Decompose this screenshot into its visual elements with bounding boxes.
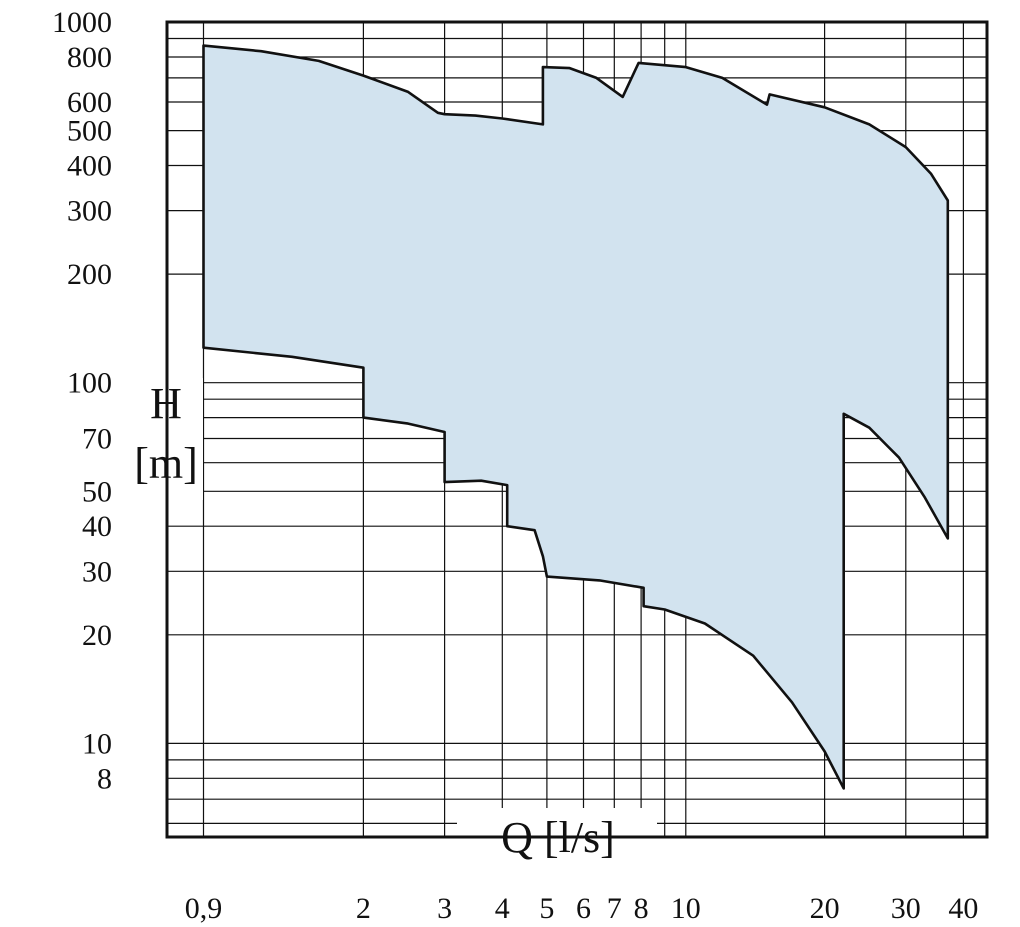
y-tick-label: 10 [82,727,112,760]
y-tick-label: 8 [97,762,112,795]
x-tick-label: 7 [607,892,622,925]
y-tick-label: 50 [82,475,112,508]
y-tick-label: 40 [82,510,112,543]
y-tick-label: 600 [67,86,112,119]
operating-envelope-area [202,44,950,790]
y-tick-label: 20 [82,619,112,652]
plot-frame [165,20,989,839]
y-axis-title-symbol: H [150,379,182,428]
x-tick-label: 8 [634,892,649,925]
x-tick-label: 10 [671,892,701,925]
y-tick-label: 30 [82,555,112,588]
y-tick-label: 400 [67,150,112,183]
x-tick-label: 5 [539,892,554,925]
y-tick-label: 70 [82,423,112,456]
x-tick-label: 4 [495,892,510,925]
y-tick-label: 200 [67,258,112,291]
x-tick-label: 6 [576,892,591,925]
y-tick-label: 100 [67,367,112,400]
x-tick-label: 30 [891,892,921,925]
y-axis-title-unit: [m] [134,439,198,488]
x-tick-labels: 0,9 2 3 4 5 6 7 8 10 20 30 40 [185,892,979,925]
x-axis-title: Q [l/s] [501,813,615,862]
y-tick-label: 1000 [52,6,112,39]
y-tick-label: 300 [67,195,112,228]
x-tick-label: 20 [810,892,840,925]
x-tick-label: 3 [437,892,452,925]
x-tick-label: 0,9 [185,892,223,925]
y-tick-label: 500 [67,115,112,148]
y-tick-label: 800 [67,41,112,74]
x-tick-label: 2 [356,892,371,925]
x-tick-label: 40 [948,892,978,925]
